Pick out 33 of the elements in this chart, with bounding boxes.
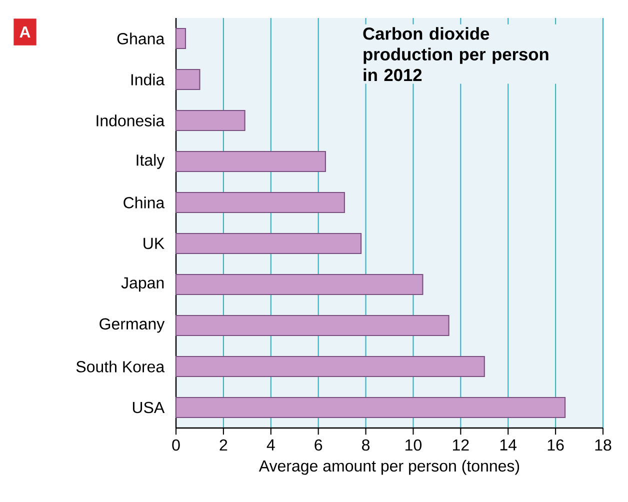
bar bbox=[175, 232, 362, 254]
y-tick-label: Ghana bbox=[117, 32, 165, 44]
y-tick-label: China bbox=[124, 196, 165, 208]
x-tick-label: 2 bbox=[220, 439, 228, 451]
text: A bbox=[20, 26, 30, 38]
x-axis-title: Average amount per person (tonnes) bbox=[258, 460, 520, 475]
bar bbox=[175, 28, 186, 50]
bar bbox=[175, 68, 200, 90]
x-tick-label: 8 bbox=[362, 439, 370, 451]
bar bbox=[175, 192, 345, 214]
bar bbox=[175, 356, 485, 378]
bar bbox=[175, 150, 326, 172]
y-tick-label: UK bbox=[144, 238, 164, 250]
x-tick-label: 0 bbox=[172, 439, 180, 451]
bar bbox=[175, 274, 424, 296]
bar bbox=[175, 396, 566, 418]
y-tick-label: Italy bbox=[136, 154, 165, 169]
y-tick-label: USA bbox=[132, 402, 165, 414]
x-tick-label: 4 bbox=[266, 439, 275, 450]
x-tick-label: 18 bbox=[595, 439, 612, 451]
x-tick-label: 12 bbox=[452, 439, 469, 451]
bar bbox=[175, 110, 246, 132]
bar bbox=[175, 314, 450, 336]
y-tick-label: Indonesia bbox=[96, 114, 165, 126]
x-tick-label: 14 bbox=[500, 439, 517, 450]
y-tick-label: South Korea bbox=[76, 360, 165, 372]
x-tick-label: 6 bbox=[314, 439, 322, 451]
y-tick-label: Japan bbox=[121, 277, 164, 292]
x-tick-label: 10 bbox=[406, 439, 422, 451]
text: Carbon dioxide production per person in 2012 bbox=[363, 27, 548, 82]
x-tick-label: 16 bbox=[548, 439, 564, 451]
y-tick-label: Germany bbox=[100, 318, 165, 333]
y-tick-label: India bbox=[131, 74, 165, 86]
